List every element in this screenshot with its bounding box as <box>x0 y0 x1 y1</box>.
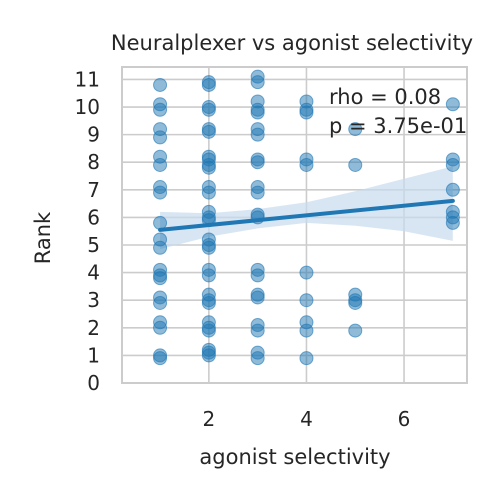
p-value-annotation: p = 3.75e-01 <box>329 114 467 138</box>
confidence-band <box>160 166 453 250</box>
data-point <box>299 351 314 366</box>
data-point <box>153 240 168 255</box>
data-point <box>153 351 168 366</box>
x-axis-label: agonist selectivity <box>199 445 390 469</box>
data-point <box>445 157 460 172</box>
data-point <box>348 122 363 137</box>
data-point <box>153 102 168 117</box>
data-point <box>445 215 460 230</box>
chart-title: Neuralplexer vs agonist selectivity <box>111 31 473 55</box>
data-point <box>250 155 265 170</box>
data-point <box>153 130 168 145</box>
data-point <box>348 295 363 310</box>
data-point <box>201 295 216 310</box>
data-point <box>201 102 216 117</box>
data-point <box>153 185 168 200</box>
data-point <box>153 295 168 310</box>
data-point <box>445 97 460 112</box>
y-tick-label: 8 <box>87 150 100 174</box>
x-tick-label: 2 <box>202 407 215 431</box>
y-tick-label: 10 <box>75 95 100 119</box>
y-tick-label: 0 <box>87 371 100 395</box>
data-point <box>201 124 216 139</box>
plot-frame <box>121 66 468 384</box>
data-point <box>250 290 265 305</box>
data-point <box>153 320 168 335</box>
data-point <box>250 127 265 142</box>
data-point <box>201 348 216 363</box>
data-point <box>201 323 216 338</box>
data-point <box>445 182 460 197</box>
scatter-points <box>153 69 460 366</box>
x-tick-labels: 2 4 6 <box>202 407 410 431</box>
data-point <box>299 105 314 120</box>
y-tick-label: 11 <box>75 67 100 91</box>
data-point <box>348 323 363 338</box>
data-point <box>348 157 363 172</box>
y-tick-label: 1 <box>87 343 100 367</box>
data-point <box>153 77 168 92</box>
y-tick-label: 4 <box>87 261 100 285</box>
data-point <box>250 75 265 90</box>
data-point <box>201 185 216 200</box>
data-point <box>299 293 314 308</box>
y-tick-label: 5 <box>87 233 100 257</box>
data-point <box>250 185 265 200</box>
y-tick-labels: 0 1 2 3 4 5 6 7 8 9 10 11 <box>75 67 100 395</box>
data-point <box>201 268 216 283</box>
data-point <box>299 323 314 338</box>
x-tick-label: 6 <box>398 407 411 431</box>
data-point <box>250 323 265 338</box>
data-point <box>250 351 265 366</box>
data-point <box>153 157 168 172</box>
x-tick-label: 4 <box>300 407 313 431</box>
rho-annotation: rho = 0.08 <box>329 85 441 109</box>
y-tick-label: 7 <box>87 178 100 202</box>
data-point <box>201 77 216 92</box>
y-tick-label: 3 <box>87 288 100 312</box>
y-tick-label: 9 <box>87 123 100 147</box>
data-point <box>250 105 265 120</box>
data-point <box>299 265 314 280</box>
y-tick-label: 6 <box>87 205 100 229</box>
y-axis-label: Rank <box>31 211 55 264</box>
data-point <box>201 240 216 255</box>
data-point <box>299 157 314 172</box>
regression-line <box>158 198 455 232</box>
data-point <box>250 268 265 283</box>
data-point <box>153 271 168 286</box>
data-point <box>201 160 216 175</box>
y-tick-label: 2 <box>87 316 100 340</box>
